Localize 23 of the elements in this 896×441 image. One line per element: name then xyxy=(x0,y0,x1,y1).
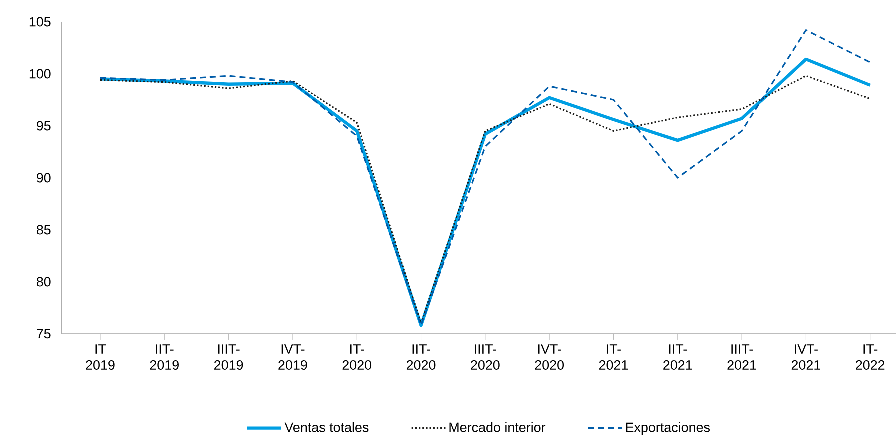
y-tick-label: 105 xyxy=(30,17,51,27)
x-tick-label: IIT- 2020 xyxy=(406,344,436,370)
y-tick-label: 75 xyxy=(37,329,51,339)
legend-label: Exportaciones xyxy=(626,422,710,435)
y-tick-label: 95 xyxy=(37,121,51,131)
x-tick-label: IIT- 2019 xyxy=(150,344,179,370)
x-tick-label: IIIT- 2020 xyxy=(471,344,500,370)
legend-label: Mercado interior xyxy=(450,422,546,432)
x-tick-label: IVT- 2020 xyxy=(535,344,564,370)
y-tick-label: 85 xyxy=(36,225,51,235)
y-tick-label: 80 xyxy=(36,277,51,287)
x-tick-label: IT- 2020 xyxy=(342,344,372,370)
x-tick-label: IIIT- 2021 xyxy=(728,344,756,370)
x-tick-label: IIIT- 2019 xyxy=(214,344,244,370)
x-tick-label: IIT- 2021 xyxy=(664,344,692,370)
x-tick-label: IT- 2021 xyxy=(599,344,628,370)
x-tick-label: IT- 2022 xyxy=(856,344,885,370)
y-tick-label: 90 xyxy=(37,173,51,183)
y-tick-label: 100 xyxy=(30,69,51,79)
x-tick-label: IVT- 2019 xyxy=(278,344,308,370)
legend-label: Ventas totales xyxy=(284,422,369,432)
x-tick-label: IT 2019 xyxy=(86,344,115,370)
x-tick-label: IVT- 2021 xyxy=(792,344,820,370)
